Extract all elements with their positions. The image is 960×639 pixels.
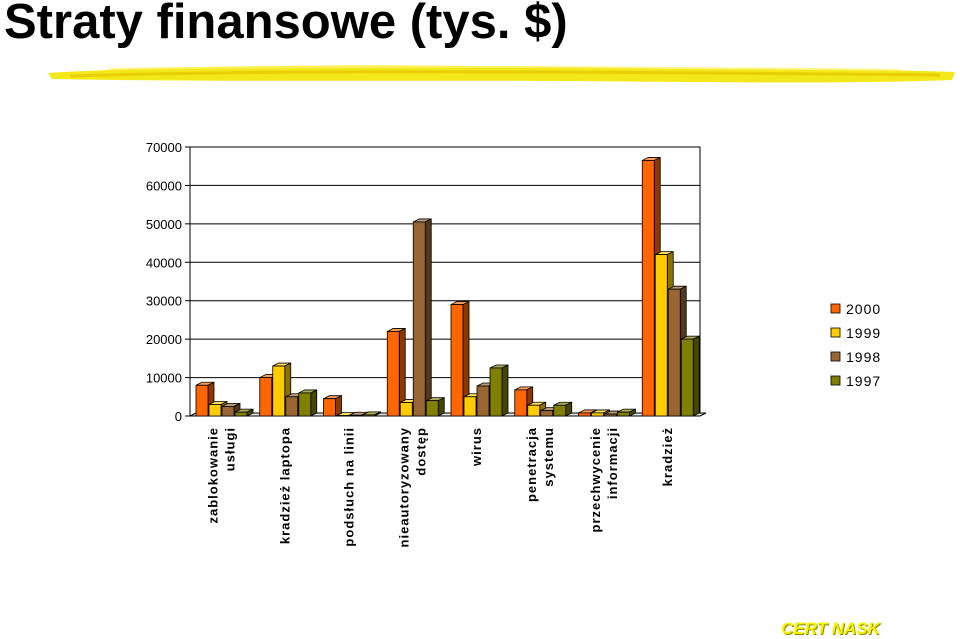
bar-1997-0: [234, 411, 248, 417]
y-tick-label: 10000: [146, 371, 182, 386]
bar-2000-6: [578, 412, 591, 417]
x-tick-label: nieautoryzowany: [397, 427, 412, 547]
bar-1999-3: [399, 402, 413, 417]
bar-1997-3-side: [437, 396, 445, 417]
bar-2000-2: [323, 398, 336, 417]
bar-1997-2: [362, 414, 375, 417]
bar-1997-3: [425, 400, 439, 417]
x-tick-label: penetracja: [524, 427, 539, 502]
bar-1998-3-side: [424, 218, 432, 417]
bar-1999-6: [591, 412, 604, 417]
y-tick-label: 70000: [146, 140, 182, 155]
bar-1997-6: [617, 411, 630, 417]
y-tick-label: 60000: [146, 178, 182, 193]
legend-label-2000: 2000: [846, 301, 881, 317]
bar-1999-5: [527, 404, 541, 417]
y-tick-label: 30000: [146, 294, 182, 309]
x-tick-label: systemu: [541, 427, 556, 487]
x-tick-label: przechwycenie: [588, 427, 603, 533]
bar-2000-3: [386, 331, 400, 417]
x-tick-label: usługi: [222, 427, 237, 471]
legend-swatch-1997: [830, 375, 841, 386]
bar-1999-0: [208, 404, 222, 417]
x-tick-label: kradzież laptopa: [278, 427, 293, 544]
bar-2000-1: [259, 377, 273, 417]
bar-1999-2: [336, 415, 349, 417]
y-tick-label: 40000: [146, 255, 182, 270]
x-tick-label: zablokowanie: [205, 427, 220, 524]
bar-1997-7-side: [692, 335, 700, 417]
bar-2000-5: [514, 389, 528, 417]
bar-2000-7: [641, 160, 655, 417]
x-tick-label: podsłuch na linii: [341, 427, 356, 547]
title-underline: [48, 65, 955, 83]
bar-1998-2: [349, 414, 362, 417]
bar-1998-1: [285, 396, 299, 417]
legend-swatch-1998: [830, 351, 841, 362]
bar-1997-4: [489, 367, 503, 417]
legend-swatch-1999: [830, 327, 841, 338]
y-tick-label: 0: [175, 409, 182, 424]
footer-brand: CERT NASK: [781, 619, 880, 638]
bar-2000-2-side: [335, 395, 342, 417]
bar-1998-4: [476, 385, 490, 417]
legend-label-1998: 1998: [846, 349, 881, 365]
bar-2000-0: [195, 384, 209, 417]
bar-1997-7: [680, 338, 694, 417]
legend-label-1999: 1999: [846, 325, 881, 341]
bar-1999-4: [463, 396, 477, 417]
bar-1999-7: [654, 254, 668, 417]
x-tick-label: wirus: [469, 427, 484, 467]
x-tick-label: kradzież: [660, 427, 675, 486]
y-tick-label: 50000: [146, 217, 182, 232]
bar-1997-5: [553, 404, 567, 417]
x-tick-label: dostęp: [414, 427, 429, 476]
y-tick-label: 20000: [146, 332, 182, 347]
bar-1998-7: [667, 288, 681, 417]
bar-1997-1-side: [310, 389, 318, 417]
legend-label-1997: 1997: [846, 373, 881, 389]
slide-title: Straty finansowe (tys. $): [4, 0, 568, 49]
bar-1998-3: [412, 221, 426, 417]
bar-1999-1: [272, 365, 286, 417]
bar-1998-0: [221, 405, 235, 417]
x-tick-label: informacji: [605, 427, 620, 499]
bar-1998-5: [540, 410, 554, 417]
legend-swatch-2000: [830, 303, 841, 314]
bar-1997-1: [298, 392, 312, 417]
bar-2000-4: [450, 304, 464, 417]
bar-1998-6: [604, 413, 617, 417]
bar-1997-4-side: [501, 364, 509, 417]
